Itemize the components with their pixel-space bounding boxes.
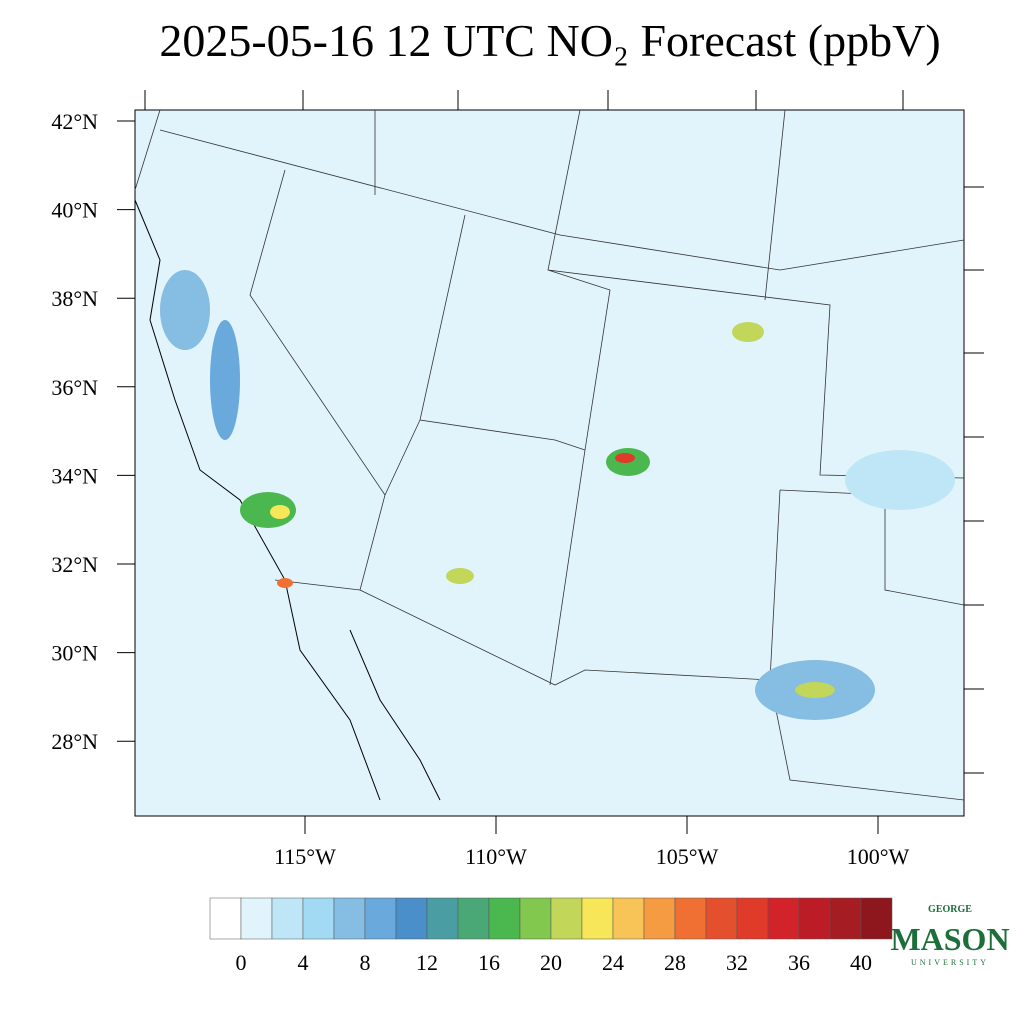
- colorbar-box: [674, 897, 707, 940]
- lat-label: 38°N: [51, 286, 98, 311]
- logo-top: GEORGE: [928, 904, 972, 915]
- colorbar-label: 32: [726, 950, 748, 975]
- colorbar-label: 20: [540, 950, 562, 975]
- lat-label: 28°N: [51, 729, 98, 754]
- lat-label: 34°N: [51, 463, 98, 488]
- coastline: [134, 199, 441, 801]
- colorbar-box: [488, 897, 521, 940]
- logo-name: MASON: [890, 921, 1009, 957]
- colorbar-label: 36: [788, 950, 810, 975]
- colorbar-box: [333, 897, 366, 940]
- logo: GEORGE MASON UNIVERSITY: [890, 904, 1009, 967]
- colorbar-box: [395, 897, 428, 940]
- colorbar-box: [612, 897, 645, 940]
- colorbar-box: [581, 897, 614, 940]
- lat-label: 40°N: [51, 198, 98, 223]
- colorbar-box: [550, 897, 583, 940]
- colorbar-label: 4: [298, 950, 309, 975]
- colorbar-box: [240, 897, 273, 940]
- lon-label: 115°W: [274, 844, 336, 869]
- lat-label: 36°N: [51, 375, 98, 400]
- colorbar-box: [457, 897, 490, 940]
- map: [134, 109, 965, 817]
- colorbar-box: [705, 897, 738, 940]
- colorbar-box: [767, 897, 800, 940]
- colorbar-label: 40: [850, 950, 872, 975]
- colorbar-label: 16: [478, 950, 500, 975]
- lat-label: 42°N: [51, 109, 98, 134]
- colorbar-box: [209, 897, 242, 940]
- colorbar-label: 8: [360, 950, 371, 975]
- colorbar-box: [519, 897, 552, 940]
- lon-label: 100°W: [847, 844, 910, 869]
- colorbar-box: [271, 897, 304, 940]
- colorbar-box: [364, 897, 397, 940]
- lat-label: 30°N: [51, 641, 98, 666]
- colorbar-box: [736, 897, 769, 940]
- colorbar-label: 12: [416, 950, 438, 975]
- hotspots: [160, 270, 955, 720]
- logo-bottom: UNIVERSITY: [911, 958, 989, 967]
- boundaries: [134, 109, 965, 801]
- colorbar-label: 0: [236, 950, 247, 975]
- lon-label: 105°W: [656, 844, 719, 869]
- colorbar-box: [643, 897, 676, 940]
- lon-label: 110°W: [465, 844, 527, 869]
- colorbar-box: [798, 897, 831, 940]
- colorbar-box: [829, 897, 862, 940]
- lat-label: 32°N: [51, 552, 98, 577]
- colorbar-label: 24: [602, 950, 624, 975]
- colorbar-box: [426, 897, 459, 940]
- colorbar-label: 28: [664, 950, 686, 975]
- colorbar-box: [860, 897, 893, 940]
- title: 2025-05-16 12 UTC NO₂ Forecast (ppbV): [159, 15, 940, 66]
- colorbar-box: [302, 897, 335, 940]
